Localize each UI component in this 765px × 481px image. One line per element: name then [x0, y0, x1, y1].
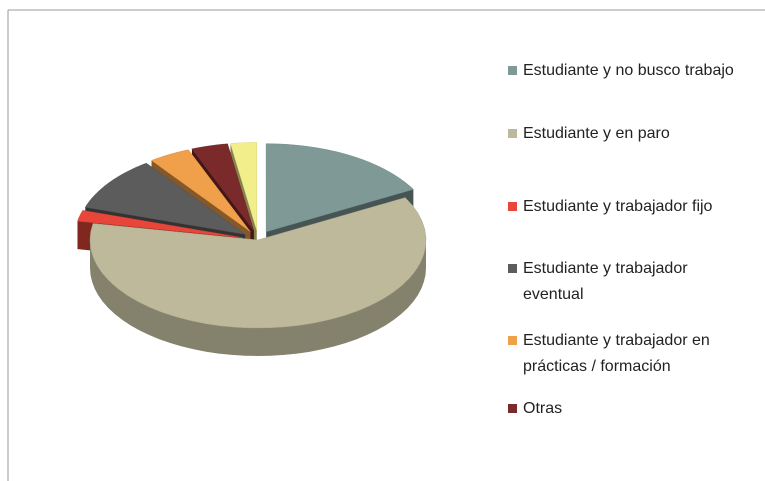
- slice: [77, 210, 243, 238]
- slice: [84, 162, 246, 235]
- legend-entry: Otras: [508, 396, 748, 422]
- slice: [230, 142, 257, 231]
- legend-entry: Estudiante y no busco trabajo: [508, 58, 748, 84]
- legend-label: Otras: [523, 400, 563, 417]
- legend-swatch: [508, 336, 517, 345]
- legend-swatch: [508, 404, 517, 413]
- legend-label: Estudiante y trabajador fijo: [523, 198, 713, 215]
- legend-label: Estudiante y trabajador en prácticas / f…: [523, 332, 710, 375]
- legend-entry: Estudiante y trabajador en prácticas / f…: [508, 328, 748, 380]
- legend-swatch: [508, 129, 517, 138]
- slice: [89, 197, 427, 329]
- legend-entry: Estudiante y trabajador eventual: [508, 256, 748, 308]
- legend-swatch: [508, 202, 517, 211]
- slice: [150, 149, 251, 232]
- legend-swatch: [508, 264, 517, 273]
- legend-entry: Estudiante y en paro: [508, 121, 748, 147]
- legend-label: Estudiante y en paro: [523, 125, 670, 142]
- legend-label: Estudiante y no busco trabajo: [523, 62, 734, 79]
- legend-entry: Estudiante y trabajador fijo: [508, 194, 748, 220]
- slice-side: [90, 240, 426, 356]
- slice: [191, 143, 255, 231]
- legend-swatch: [508, 66, 517, 75]
- legend-label: Estudiante y trabajador eventual: [523, 260, 688, 303]
- slice: [265, 143, 414, 233]
